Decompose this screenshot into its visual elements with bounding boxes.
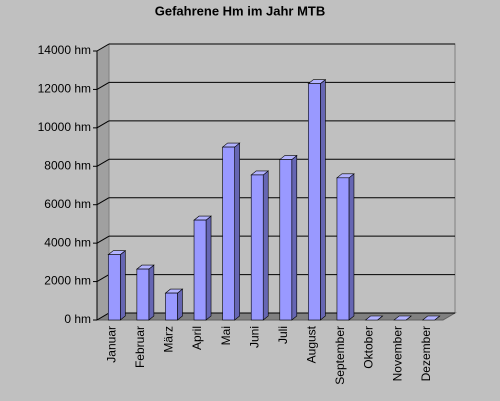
x-tick-label: Juni <box>247 326 261 348</box>
bar-side <box>177 288 183 321</box>
x-tick-label: März <box>162 326 176 353</box>
x-tick-label: Juli <box>276 326 290 344</box>
bar <box>336 177 350 321</box>
grid-line <box>96 274 110 283</box>
bar <box>279 159 293 321</box>
bar <box>193 219 207 321</box>
x-tick-label: Oktober <box>362 326 376 369</box>
bar-side <box>205 215 212 321</box>
bar-top <box>364 315 384 321</box>
y-tick-label: 6000 hm <box>44 197 91 211</box>
grid-line <box>96 197 110 206</box>
bar-side <box>320 79 326 321</box>
bar <box>250 174 264 321</box>
bar-side <box>234 142 240 321</box>
x-tick-label: August <box>305 325 319 363</box>
x-tick-label: Februar <box>133 326 147 368</box>
bar <box>107 254 121 321</box>
x-tick-label: Januar <box>104 326 118 363</box>
bar-side <box>262 170 269 321</box>
x-tick-label: Mai <box>219 326 233 345</box>
x-tick-label: Dezember <box>419 326 433 381</box>
bar <box>222 146 235 321</box>
bar <box>136 268 150 321</box>
grid-line <box>96 120 110 129</box>
x-tick-label: November <box>390 326 404 381</box>
grid-line <box>96 235 110 244</box>
chart-title: Gefahrene Hm im Jahr MTB <box>155 3 326 18</box>
bar-side <box>348 173 355 321</box>
grid-line <box>96 312 110 321</box>
x-tick-label: April <box>190 326 204 350</box>
grid-line <box>96 158 110 167</box>
x-tick-label: September <box>333 326 347 385</box>
grid-line <box>96 81 110 90</box>
bar-top <box>393 315 412 321</box>
y-tick-label: 14000 hm <box>38 43 91 57</box>
y-tick-label: 10000 hm <box>38 120 91 134</box>
bar <box>165 292 178 321</box>
bar-top <box>421 315 441 321</box>
bar-side <box>119 250 126 321</box>
bar-side <box>148 264 155 321</box>
y-tick-label: 12000 hm <box>38 82 91 96</box>
bar <box>308 83 321 321</box>
y-tick-label: 0 hm <box>64 312 91 326</box>
y-tick-label: 4000 hm <box>44 235 91 249</box>
y-tick-label: 2000 hm <box>44 274 91 288</box>
bar-side <box>291 154 298 321</box>
grid-line <box>96 43 110 52</box>
y-tick-label: 8000 hm <box>44 158 91 172</box>
